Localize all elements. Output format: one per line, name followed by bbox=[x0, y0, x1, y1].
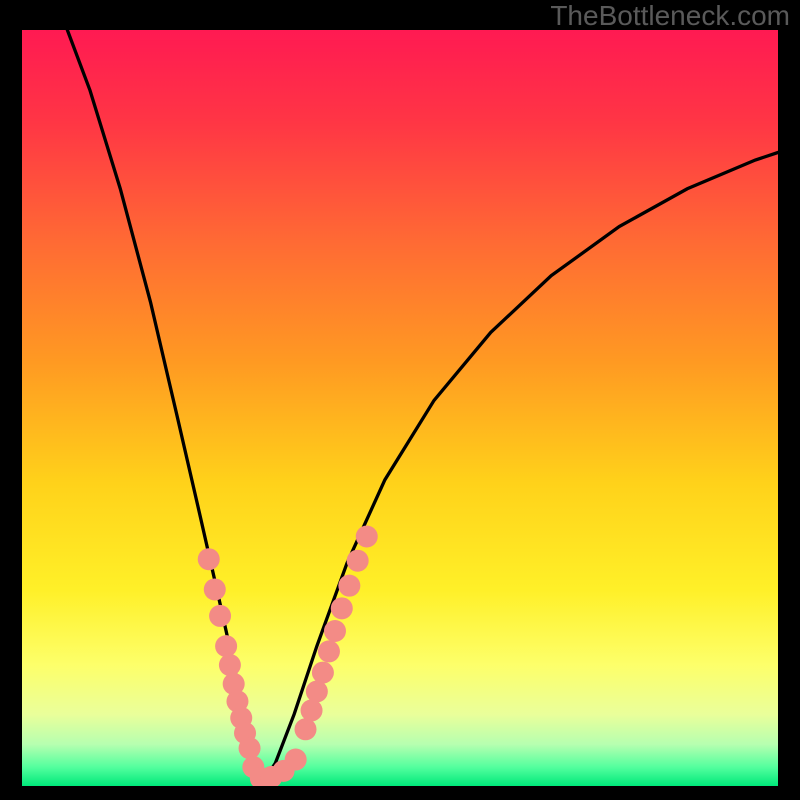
marker-dot bbox=[219, 654, 241, 676]
gradient-background bbox=[22, 30, 778, 786]
marker-dot bbox=[347, 550, 369, 572]
marker-dot bbox=[301, 699, 323, 721]
marker-dot bbox=[324, 620, 346, 642]
marker-dot bbox=[331, 597, 353, 619]
marker-dot bbox=[318, 640, 340, 662]
marker-dot bbox=[295, 718, 317, 740]
marker-dot bbox=[239, 737, 261, 759]
chart-stage: TheBottleneck.com bbox=[0, 0, 800, 800]
bottleneck-plot bbox=[0, 0, 800, 800]
marker-dot bbox=[338, 575, 360, 597]
watermark-label: TheBottleneck.com bbox=[550, 0, 790, 32]
marker-dot bbox=[285, 749, 307, 771]
marker-dot bbox=[215, 635, 237, 657]
marker-dot bbox=[306, 681, 328, 703]
marker-dot bbox=[204, 578, 226, 600]
marker-dot bbox=[209, 605, 231, 627]
marker-dot bbox=[356, 526, 378, 548]
marker-dot bbox=[198, 548, 220, 570]
marker-dot bbox=[312, 662, 334, 684]
